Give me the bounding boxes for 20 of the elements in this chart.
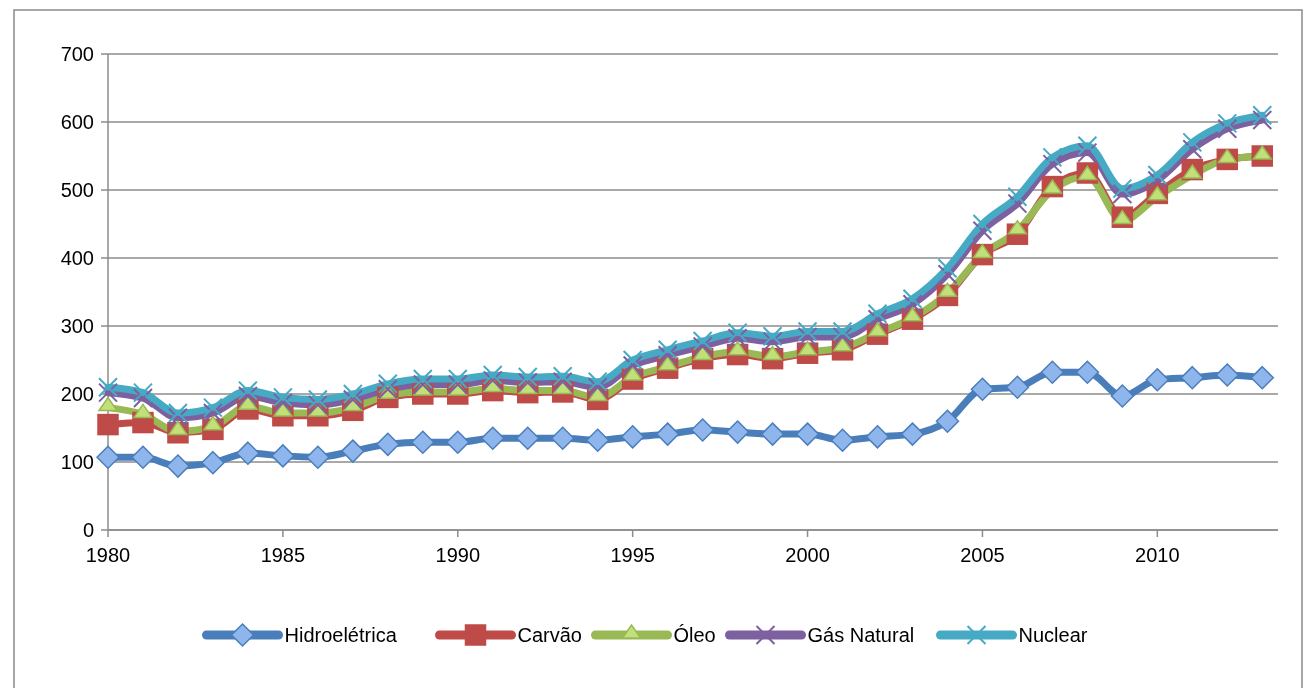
legend-label: Óleo bbox=[673, 624, 716, 646]
legend-label: Gás Natural bbox=[807, 624, 915, 646]
y-tick-label: 600 bbox=[60, 111, 94, 133]
y-tick-label: 300 bbox=[60, 315, 94, 337]
x-tick-label: 2000 bbox=[785, 544, 830, 566]
y-tick-label: 700 bbox=[60, 43, 94, 65]
y-tick-label: 100 bbox=[60, 451, 94, 473]
x-tick-label: 2005 bbox=[960, 544, 1005, 566]
legend-label: Hidroelétrica bbox=[284, 624, 398, 646]
y-tick-label: 400 bbox=[60, 247, 94, 269]
y-tick-label: 0 bbox=[82, 519, 94, 541]
x-tick-label: 2010 bbox=[1135, 544, 1180, 566]
x-tick-label: 1995 bbox=[610, 544, 655, 566]
x-tick-label: 1980 bbox=[85, 544, 131, 566]
legend-label: Carvão bbox=[517, 624, 582, 646]
legend-label: Nuclear bbox=[1018, 624, 1088, 646]
x-tick-label: 1990 bbox=[435, 544, 481, 566]
y-tick-label: 200 bbox=[60, 383, 94, 405]
y-tick-label: 500 bbox=[60, 179, 94, 201]
x-tick-label: 1985 bbox=[260, 544, 306, 566]
